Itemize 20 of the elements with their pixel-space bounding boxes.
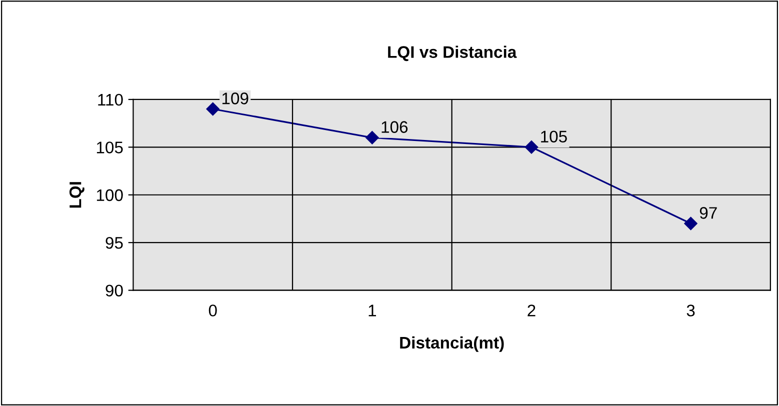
x-axis-title: Distancia(mt) bbox=[400, 336, 504, 352]
chart-title: LQI vs Distancia bbox=[388, 46, 517, 62]
y-tick-label: 100 bbox=[96, 189, 123, 202]
y-tick-label: 95 bbox=[106, 236, 123, 249]
y-tick-label: 110 bbox=[98, 94, 123, 106]
x-tick-label: 1 bbox=[368, 304, 376, 316]
y-tick-label: 90 bbox=[106, 284, 123, 296]
y-tick-label: 105 bbox=[96, 142, 123, 154]
data-label: 105 bbox=[541, 130, 567, 142]
point bbox=[366, 131, 379, 144]
point bbox=[206, 102, 220, 116]
y-axis-title: LQI bbox=[69, 182, 84, 208]
data-label: 109 bbox=[222, 92, 248, 104]
data-label: 106 bbox=[382, 121, 408, 133]
x-tick-label: 0 bbox=[208, 304, 217, 316]
point bbox=[684, 216, 698, 230]
x-tick-label: 3 bbox=[686, 304, 695, 316]
x-tick-label: 2 bbox=[528, 304, 536, 316]
point bbox=[524, 140, 538, 154]
data-label: 97 bbox=[700, 207, 717, 219]
